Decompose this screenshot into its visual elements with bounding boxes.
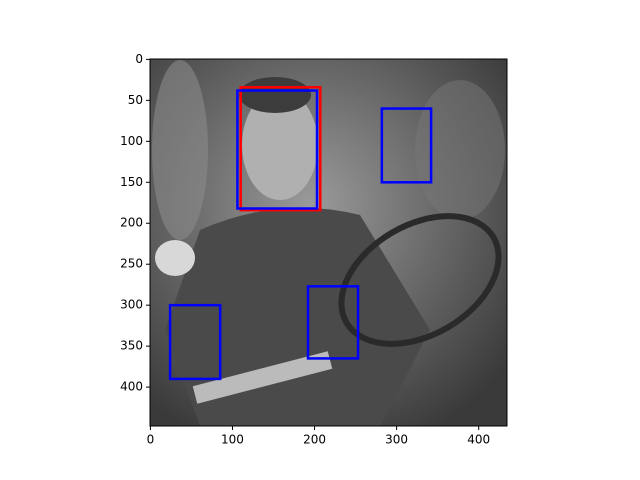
x-tick-label: 200 bbox=[303, 433, 326, 447]
y-tick-label: 350 bbox=[120, 339, 143, 353]
bounding-box bbox=[380, 107, 433, 184]
y-tick-label: 100 bbox=[120, 134, 143, 148]
photo bbox=[150, 59, 507, 426]
x-tick-label: 400 bbox=[467, 433, 490, 447]
bounding-box bbox=[168, 303, 222, 381]
bounding-box bbox=[239, 86, 322, 212]
x-tick-label: 0 bbox=[147, 433, 155, 447]
y-tick-label: 150 bbox=[120, 175, 143, 189]
x-tick-label: 300 bbox=[385, 433, 408, 447]
y-tick-label: 50 bbox=[128, 93, 143, 107]
bounding-box bbox=[236, 89, 319, 210]
x-tick-label: 100 bbox=[221, 433, 244, 447]
bounding-box bbox=[306, 285, 360, 360]
y-tick-label: 400 bbox=[120, 380, 143, 394]
y-tick-label: 250 bbox=[120, 257, 143, 271]
axes-frame bbox=[149, 58, 508, 427]
y-tick-label: 200 bbox=[120, 216, 143, 230]
y-tick-label: 300 bbox=[120, 298, 143, 312]
y-tick-label: 0 bbox=[135, 52, 143, 66]
